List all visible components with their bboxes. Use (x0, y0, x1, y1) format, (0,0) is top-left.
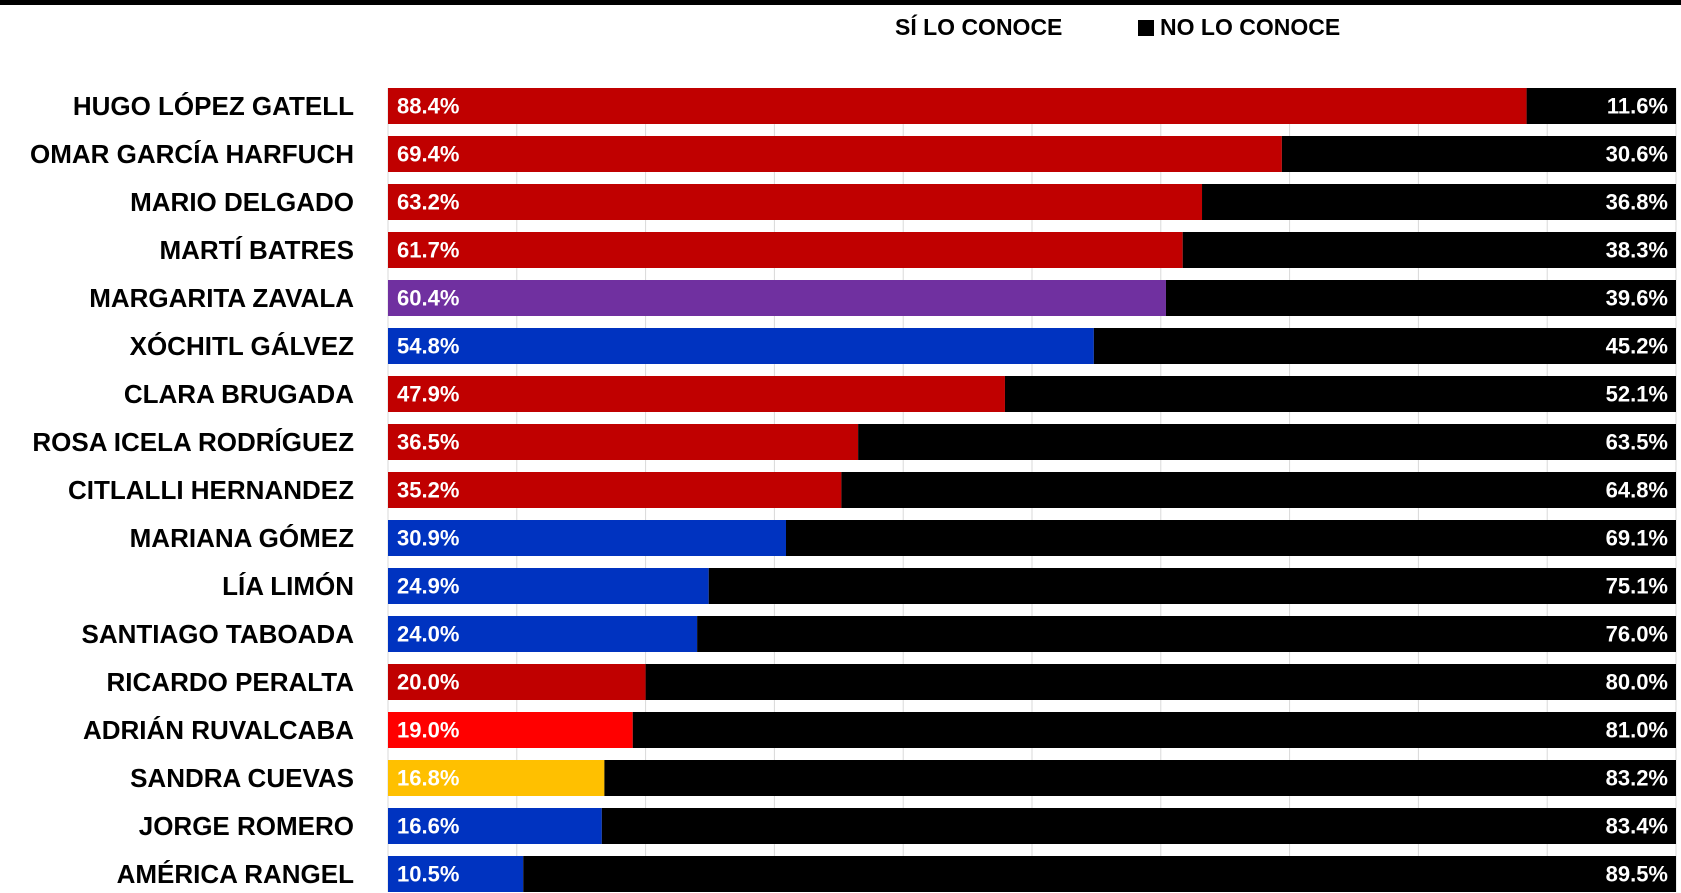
value-label-si: 36.5% (397, 430, 459, 455)
value-label-si: 47.9% (397, 382, 459, 407)
value-label-si: 30.9% (397, 526, 459, 551)
legend-item-si: SÍ LO CONOCE (895, 14, 1062, 41)
category-label: MARIANA GÓMEZ (130, 523, 354, 553)
category-label: MARIO DELGADO (130, 187, 354, 217)
bar-no-segment (1093, 328, 1676, 364)
category-label: SANTIAGO TABOADA (81, 619, 354, 649)
bar-no-segment (1526, 88, 1676, 124)
bar-si-segment (388, 568, 709, 604)
bar-no-segment (604, 760, 1676, 796)
value-label-no: 39.6% (1606, 286, 1668, 311)
value-label-no: 89.5% (1606, 862, 1668, 887)
category-label: XÓCHITL GÁLVEZ (130, 331, 354, 361)
bar-si-segment (388, 520, 786, 556)
bar-no-segment (1281, 136, 1676, 172)
bar-si-segment (388, 856, 524, 892)
category-label: CLARA BRUGADA (124, 379, 354, 409)
value-label-si: 88.4% (397, 94, 459, 119)
value-label-si: 35.2% (397, 478, 459, 503)
bar-si-segment (388, 184, 1203, 220)
value-label-no: 83.2% (1606, 766, 1668, 791)
category-label: LÍA LIMÓN (222, 571, 354, 601)
legend-label-no: NO LO CONOCE (1160, 14, 1341, 40)
bar-si-segment (388, 424, 859, 460)
value-label-no: 76.0% (1606, 622, 1668, 647)
bar-no-segment (1004, 376, 1676, 412)
value-label-no: 80.0% (1606, 670, 1668, 695)
legend-label-si: SÍ LO CONOCE (895, 14, 1063, 40)
category-label: MARTÍ BATRES (159, 235, 354, 265)
value-label-si: 61.7% (397, 238, 459, 263)
value-label-si: 24.9% (397, 574, 459, 599)
category-label: HUGO LÓPEZ GATELL (73, 91, 354, 121)
bar-si-segment (388, 328, 1094, 364)
value-label-si: 60.4% (397, 286, 459, 311)
category-label: AMÉRICA RANGEL (117, 859, 354, 889)
value-label-si: 16.6% (397, 814, 459, 839)
bar-si-segment (388, 760, 605, 796)
value-label-no: 69.1% (1606, 526, 1668, 551)
value-label-si: 24.0% (397, 622, 459, 647)
value-label-no: 75.1% (1606, 574, 1668, 599)
value-label-no: 63.5% (1606, 430, 1668, 455)
legend-swatch-no (1138, 19, 1154, 36)
value-label-no: 38.3% (1606, 238, 1668, 263)
bar-si-segment (388, 712, 633, 748)
legend: SÍ LO CONOCE NO LO CONOCE (0, 8, 1681, 48)
value-label-si: 10.5% (397, 862, 459, 887)
value-label-si: 69.4% (397, 142, 459, 167)
bar-si-segment (388, 808, 602, 844)
value-label-si: 19.0% (397, 718, 459, 743)
bar-si-segment (388, 664, 646, 700)
bar-no-segment (708, 568, 1676, 604)
category-label: OMAR GARCÍA HARFUCH (30, 139, 354, 169)
value-label-no: 64.8% (1606, 478, 1668, 503)
bar-si-segment (388, 232, 1183, 268)
bar-no-segment (1165, 280, 1676, 316)
bar-no-segment (645, 664, 1676, 700)
bar-no-segment (632, 712, 1676, 748)
value-label-no: 30.6% (1606, 142, 1668, 167)
value-label-si: 63.2% (397, 190, 459, 215)
category-label: RICARDO PERALTA (107, 667, 355, 697)
bar-si-segment (388, 472, 842, 508)
bar-no-segment (523, 856, 1676, 892)
value-label-no: 81.0% (1606, 718, 1668, 743)
category-label: ROSA ICELA RODRÍGUEZ (32, 427, 354, 457)
top-rule (0, 0, 1681, 5)
value-label-no: 45.2% (1606, 334, 1668, 359)
value-label-si: 16.8% (397, 766, 459, 791)
bar-si-segment (388, 376, 1005, 412)
bar-no-segment (697, 616, 1676, 652)
category-label: CITLALLI HERNANDEZ (68, 475, 354, 505)
value-label-si: 20.0% (397, 670, 459, 695)
bar-no-segment (841, 472, 1676, 508)
value-label-si: 54.8% (397, 334, 459, 359)
bar-no-segment (601, 808, 1676, 844)
category-label: JORGE ROMERO (139, 811, 354, 841)
bar-no-segment (1202, 184, 1676, 220)
value-label-no: 52.1% (1606, 382, 1668, 407)
bar-no-segment (858, 424, 1676, 460)
category-label: SANDRA CUEVAS (130, 763, 354, 793)
bar-si-segment (388, 88, 1527, 124)
bar-si-segment (388, 616, 698, 652)
bar-si-segment (388, 136, 1282, 172)
bar-no-segment (785, 520, 1676, 556)
value-label-no: 83.4% (1606, 814, 1668, 839)
bar-si-segment (388, 280, 1166, 316)
legend-item-no: NO LO CONOCE (1138, 14, 1340, 41)
category-label: ADRIÁN RUVALCABA (83, 715, 354, 745)
value-label-no: 11.6% (1607, 94, 1668, 119)
value-label-no: 36.8% (1606, 190, 1668, 215)
bar-no-segment (1182, 232, 1676, 268)
category-label: MARGARITA ZAVALA (89, 283, 354, 313)
